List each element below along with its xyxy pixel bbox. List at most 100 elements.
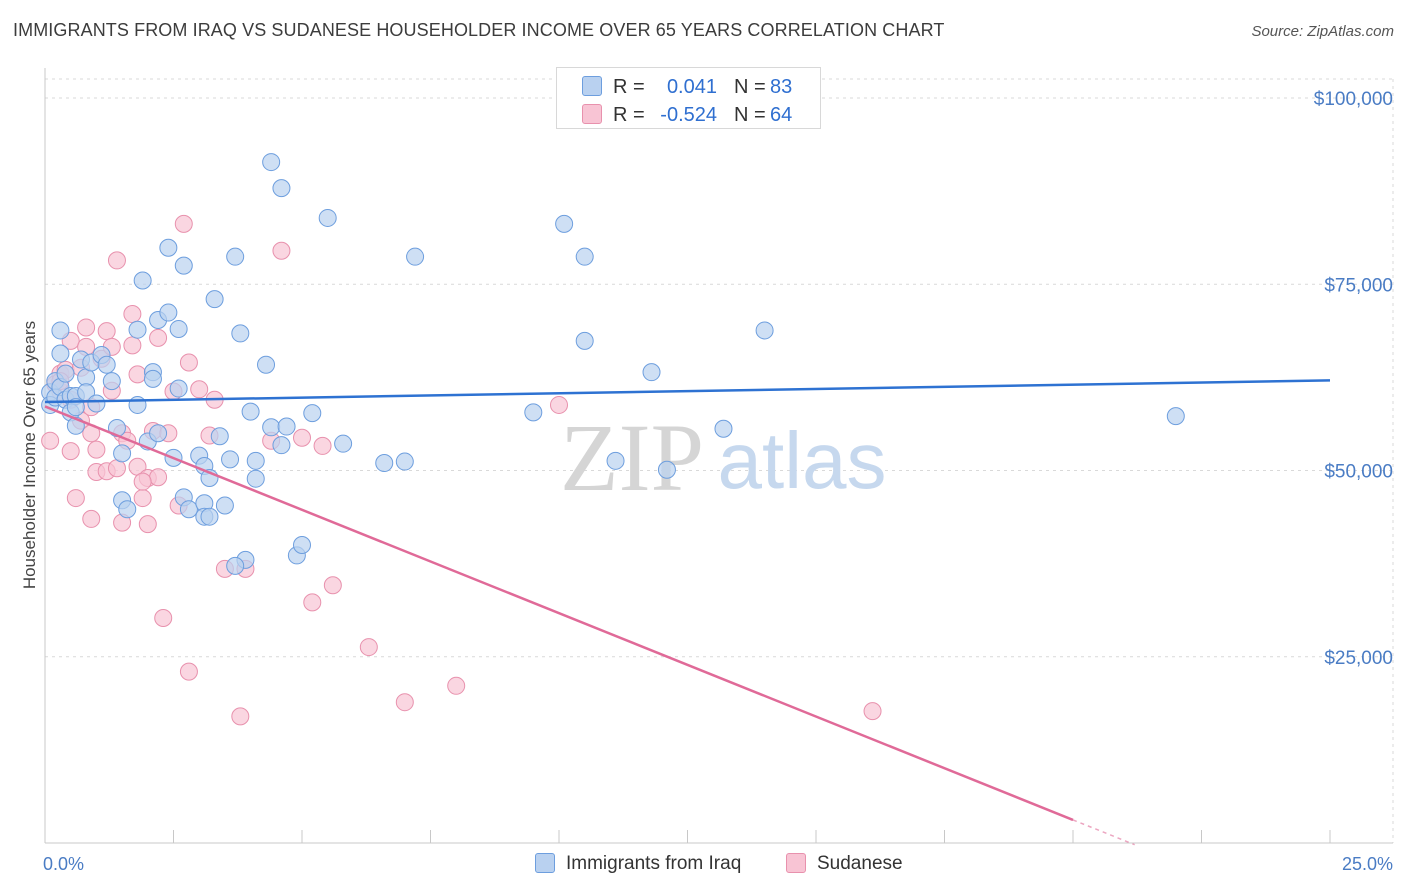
iraq-point xyxy=(128,395,147,414)
iraq-point xyxy=(118,500,137,519)
iraq-point xyxy=(657,460,676,479)
sudanese-point xyxy=(66,489,85,508)
sudanese-point xyxy=(323,576,342,595)
iraq-point xyxy=(714,419,733,438)
sudanese-point xyxy=(395,693,414,712)
sudanese-point xyxy=(138,515,157,534)
iraq-point xyxy=(143,369,162,388)
sudanese-point xyxy=(231,707,250,726)
sudanese-point xyxy=(41,431,60,450)
iraq-point xyxy=(133,271,152,290)
iraq-point xyxy=(56,364,75,383)
sudanese-point xyxy=(128,365,147,384)
iraq-point xyxy=(169,319,188,338)
n-label: N = xyxy=(734,76,766,98)
axes xyxy=(44,68,1393,844)
iraq-point xyxy=(246,469,265,488)
n-value: 83 xyxy=(770,76,793,98)
r-label: R = xyxy=(613,76,645,98)
iraq-point xyxy=(179,500,198,519)
sudanese-point xyxy=(863,702,882,721)
iraq-point xyxy=(51,344,70,363)
iraq-point xyxy=(97,355,116,374)
iraq-point xyxy=(174,256,193,275)
sudanese-swatch xyxy=(582,104,602,124)
sudanese-trend-line xyxy=(44,405,1074,822)
iraq-point xyxy=(642,363,661,382)
sudanese-point xyxy=(87,440,106,459)
iraq-point xyxy=(241,402,260,421)
watermark-zip: ZIP xyxy=(560,404,704,511)
iraq-point xyxy=(231,324,250,343)
sudanese-point xyxy=(154,609,173,628)
r-label: R = xyxy=(613,104,645,126)
y-tick-labels: $25,000 $50,000 $75,000 $100,000 xyxy=(1314,89,1393,669)
sudanese-point xyxy=(82,509,101,528)
sudanese-point xyxy=(303,593,322,612)
iraq-point xyxy=(169,379,188,398)
iraq-point xyxy=(406,247,425,266)
sudanese-point xyxy=(61,442,80,461)
y-tick-label: $100,000 xyxy=(1314,89,1393,110)
iraq-point xyxy=(226,247,245,266)
sudanese-point xyxy=(133,489,152,508)
sudanese-point xyxy=(149,468,168,487)
sudanese-trend-extension xyxy=(1072,819,1135,846)
iraq-point xyxy=(87,394,106,413)
sudanese-point xyxy=(179,662,198,681)
sudanese-point xyxy=(190,380,209,399)
iraq-swatch xyxy=(582,76,602,96)
iraq-point xyxy=(159,238,178,257)
iraq-point xyxy=(210,427,229,446)
x-tick-label: 25.0% xyxy=(1342,854,1393,874)
sudanese-point xyxy=(77,318,96,337)
sudanese-point xyxy=(359,638,378,657)
iraq-point xyxy=(318,208,337,227)
correlation-stats-box: R = 0.041 N = 83 R = -0.524 N = 64 xyxy=(556,67,821,129)
sudanese-point xyxy=(550,395,568,414)
sudanese-point xyxy=(149,328,168,347)
iraq-point xyxy=(606,451,625,470)
sudanese-point xyxy=(123,336,142,355)
iraq-point xyxy=(149,424,168,443)
iraq-point xyxy=(128,320,147,339)
iraq-point xyxy=(755,321,774,340)
n-label: N = xyxy=(734,104,766,126)
watermark-atlas: atlas xyxy=(718,416,887,505)
x-tick-labels: 0.0% 25.0% xyxy=(43,854,1393,874)
iraq-point xyxy=(226,556,245,575)
iraq-points xyxy=(41,153,1185,575)
legend-iraq-label: Immigrants from Iraq xyxy=(566,853,742,874)
sudanese-point xyxy=(174,214,193,233)
n-value: 64 xyxy=(770,104,793,126)
iraq-point xyxy=(205,290,224,309)
iraq-point xyxy=(262,418,281,437)
iraq-point xyxy=(272,436,291,455)
iraq-point xyxy=(303,404,322,423)
y-tick-label: $25,000 xyxy=(1324,648,1393,669)
iraq-point xyxy=(293,536,311,554)
iraq-point xyxy=(375,454,394,473)
iraq-point xyxy=(555,214,574,233)
sudanese-point xyxy=(447,676,466,695)
r-value: 0.041 xyxy=(666,76,717,98)
iraq-point xyxy=(257,355,276,374)
legend-sudanese-swatch xyxy=(786,853,806,873)
sudanese-point xyxy=(179,353,198,372)
iraq-trend-line xyxy=(44,379,1331,404)
sudanese-point xyxy=(97,322,116,341)
iraq-point xyxy=(334,434,353,453)
iraq-point xyxy=(159,303,178,322)
iraq-point xyxy=(102,372,121,391)
r-value: -0.524 xyxy=(660,104,717,126)
y-tick-label: $50,000 xyxy=(1324,462,1393,483)
iraq-point xyxy=(66,398,85,417)
iraq-point xyxy=(575,331,594,350)
iraq-point xyxy=(246,451,265,470)
x-tick-label: 0.0% xyxy=(43,854,84,874)
sudanese-point xyxy=(133,472,152,491)
source-credit: Source: ZipAtlas.com xyxy=(1251,23,1394,40)
watermark: ZIP atlas xyxy=(560,404,886,511)
legend-iraq-swatch xyxy=(535,853,555,873)
